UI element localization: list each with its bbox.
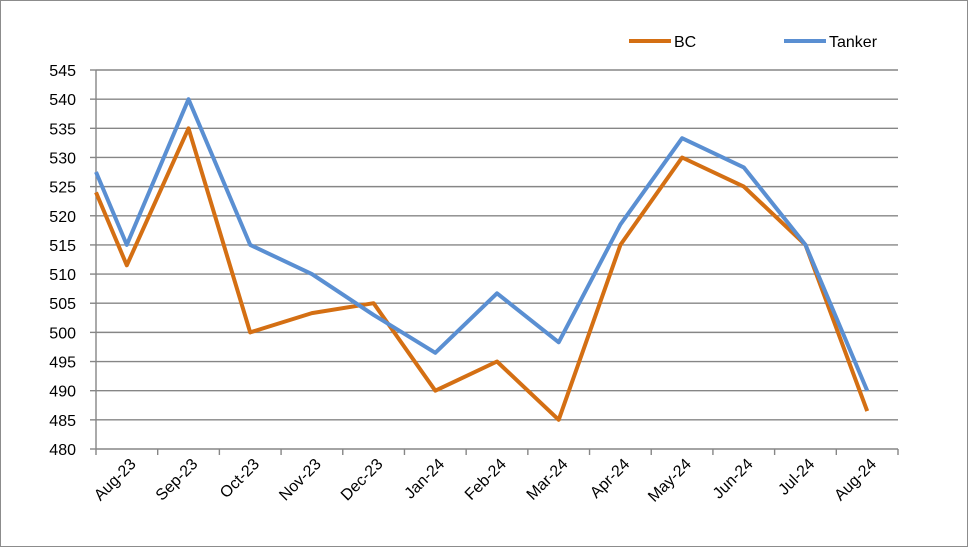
y-tick-label: 500 (49, 325, 76, 342)
legend-label-bc: BC (674, 34, 696, 51)
x-tick-label: Jan-24 (402, 456, 449, 503)
y-tick-label: 495 (49, 355, 76, 372)
x-tick-labels: Aug-23 Sep-23 Oct-23 Nov-23 Dec-23 Jan-24 Feb-… (91, 456, 880, 506)
y-tick-label: 505 (49, 296, 76, 313)
y-tick-label: 545 (49, 63, 76, 80)
x-tick-label: May-24 (645, 456, 695, 506)
y-tick-label: 520 (49, 209, 76, 226)
y-tick-label: 485 (49, 413, 76, 430)
x-tick-label: Apr-24 (587, 456, 633, 502)
y-tick-label: 480 (49, 442, 76, 459)
y-tick-labels: 480 485 490 495 500 505 510 515 520 525 530 535 540 5… (49, 63, 76, 459)
series-line-bc (94, 126, 870, 422)
axes (90, 69, 899, 455)
gridlines (96, 69, 898, 421)
y-tick-label: 515 (49, 238, 76, 255)
legend: BC Tanker (629, 34, 878, 51)
y-tick-label: 490 (49, 384, 76, 401)
x-tick-label: Aug-23 (91, 456, 140, 505)
y-tick-label: 530 (49, 150, 76, 167)
y-tick-label: 510 (49, 267, 76, 284)
y-tick-label: 535 (49, 121, 76, 138)
y-tick-label: 525 (49, 180, 76, 197)
x-tick-label: Aug-24 (831, 456, 880, 505)
x-tick-label: Jun-24 (710, 456, 757, 503)
series-line-tanker (94, 97, 870, 392)
x-tick-label: Feb-24 (462, 456, 510, 504)
x-tick-label: Mar-24 (524, 456, 572, 504)
x-tick-label: Jul-24 (775, 456, 818, 499)
x-tick-label: Oct-23 (217, 456, 263, 502)
y-tick-label: 540 (49, 92, 76, 109)
series-lines (94, 97, 870, 422)
x-tick-label: Sep-23 (153, 456, 202, 505)
legend-label-tanker: Tanker (829, 34, 878, 51)
x-tick-label: Dec-23 (338, 456, 387, 505)
x-tick-label: Nov-23 (276, 456, 325, 505)
